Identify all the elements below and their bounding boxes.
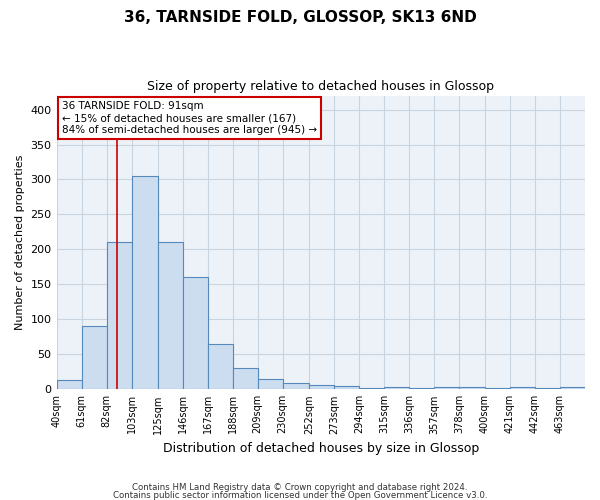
Bar	[107, 242, 131, 390]
Title: Size of property relative to detached houses in Glossop: Size of property relative to detached ho…	[147, 80, 494, 93]
Text: Contains public sector information licensed under the Open Government Licence v3: Contains public sector information licen…	[113, 490, 487, 500]
Bar	[560, 387, 585, 390]
Bar	[535, 388, 560, 390]
Bar	[384, 387, 409, 390]
Y-axis label: Number of detached properties: Number of detached properties	[15, 154, 25, 330]
X-axis label: Distribution of detached houses by size in Glossop: Distribution of detached houses by size …	[163, 442, 479, 455]
Bar	[485, 388, 510, 390]
Bar	[257, 379, 283, 390]
Text: 36 TARNSIDE FOLD: 91sqm
← 15% of detached houses are smaller (167)
84% of semi-d: 36 TARNSIDE FOLD: 91sqm ← 15% of detache…	[62, 102, 317, 134]
Bar	[359, 388, 384, 390]
Bar	[409, 388, 434, 390]
Bar	[208, 344, 233, 390]
Bar	[183, 278, 208, 390]
Bar	[510, 387, 535, 390]
Bar	[56, 380, 82, 390]
Bar	[233, 368, 257, 390]
Bar	[434, 387, 459, 390]
Bar	[334, 386, 359, 390]
Bar	[459, 387, 485, 390]
Bar	[158, 242, 183, 390]
Text: 36, TARNSIDE FOLD, GLOSSOP, SK13 6ND: 36, TARNSIDE FOLD, GLOSSOP, SK13 6ND	[124, 10, 476, 25]
Bar	[131, 176, 158, 390]
Bar	[82, 326, 107, 390]
Text: Contains HM Land Registry data © Crown copyright and database right 2024.: Contains HM Land Registry data © Crown c…	[132, 484, 468, 492]
Bar	[309, 385, 334, 390]
Bar	[283, 383, 309, 390]
